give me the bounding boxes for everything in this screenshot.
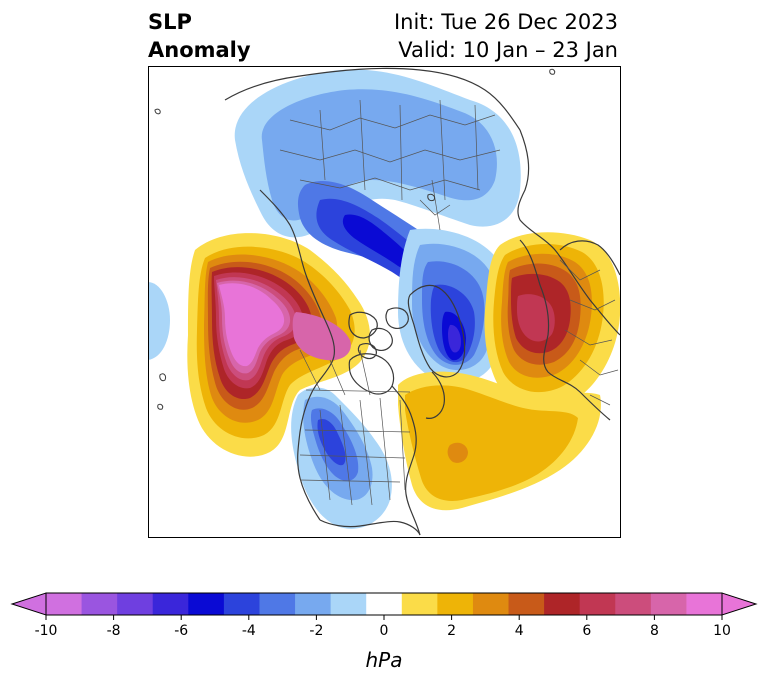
map-frame <box>148 66 621 538</box>
colorbar-segment <box>437 593 474 615</box>
title-line-1: SLP <box>148 10 192 34</box>
colorbar-segment <box>81 593 118 615</box>
map-title: SLP Anomaly <box>148 8 251 64</box>
colorbar-segment <box>46 593 83 615</box>
colorbar-segment <box>330 593 367 615</box>
colorbar: -10 -8 -6 -4 -2 0 2 4 6 8 10 hPa <box>10 592 758 672</box>
colorbar-extend-min <box>10 592 47 616</box>
land-outlines <box>224 67 621 536</box>
colorbar-segment <box>188 593 225 615</box>
colorbar-segment <box>117 593 154 615</box>
colorbar-segment <box>259 593 296 615</box>
colorbar-unit-label: hPa <box>366 648 403 672</box>
negative-anomaly-western-us <box>291 387 392 529</box>
title-line-2: Anomaly <box>148 38 251 62</box>
slp-anomaly-map <box>148 66 621 538</box>
arctic-islands <box>154 68 556 410</box>
political-borders <box>279 99 619 506</box>
colorbar-tick-label: 6 <box>582 623 591 639</box>
colorbar-extend-max <box>721 592 758 616</box>
colorbar-tick-label: -6 <box>174 623 188 639</box>
colorbar-segment <box>508 593 545 615</box>
colorbar-segment <box>579 593 616 615</box>
colorbar-ticks: -10 -8 -6 -4 -2 0 2 4 6 8 10 <box>35 615 731 639</box>
colorbar-tick-label: 4 <box>515 623 524 639</box>
colorbar-tick-label: 2 <box>447 623 456 639</box>
colorbar-segment <box>152 593 189 615</box>
colorbar-tick-label: -8 <box>107 623 121 639</box>
colorbar-tick-label: 0 <box>380 623 389 639</box>
colorbar-segment <box>615 593 652 615</box>
forecast-dates: Init: Tue 26 Dec 2023 Valid: 10 Jan – 23… <box>394 8 618 64</box>
init-date-text: Init: Tue 26 Dec 2023 <box>393 10 618 34</box>
colorbar-segments <box>10 592 758 616</box>
colorbar-segment <box>650 593 687 615</box>
colorbar-tick-label: -10 <box>35 623 58 639</box>
colorbar-segment <box>223 593 260 615</box>
colorbar-segment <box>544 593 581 615</box>
negative-anomaly-pacific-edge <box>148 282 170 360</box>
valid-range-text: Valid: 10 Jan – 23 Jan <box>398 38 618 62</box>
colorbar-segment <box>366 593 403 615</box>
positive-anomaly-atlantic <box>398 371 601 511</box>
colorbar-tick-label: 8 <box>650 623 659 639</box>
colorbar-tick-label: -4 <box>242 623 256 639</box>
colorbar-segment <box>295 593 332 615</box>
colorbar-tick-label: -2 <box>309 623 323 639</box>
colorbar-segment <box>686 593 723 615</box>
colorbar-segment <box>401 593 438 615</box>
colorbar-segment <box>472 593 510 615</box>
colorbar-tick-label: 10 <box>713 623 731 639</box>
positive-anomaly-gulf-of-alaska <box>187 233 370 457</box>
